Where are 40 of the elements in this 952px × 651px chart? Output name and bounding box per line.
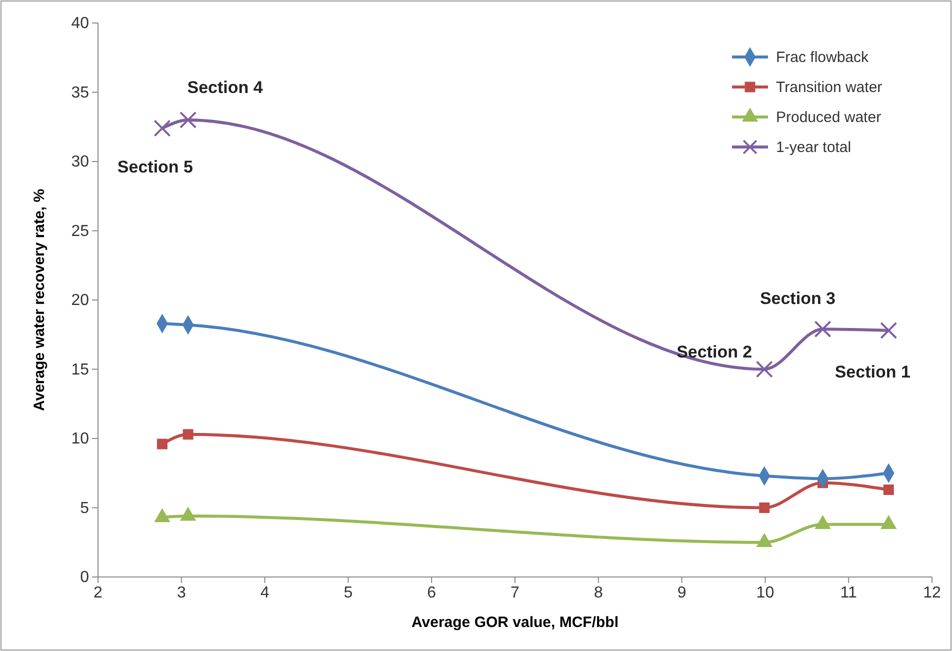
y-tick-label: 15 [71,361,90,378]
annotation: Section 2 [676,342,752,362]
annotation: Section 3 [760,289,836,308]
annotation: Section 4 [187,78,264,97]
x-tick-label: 12 [923,584,941,602]
point [180,111,197,128]
y-tick-label: 5 [80,500,90,517]
y-tick-label: 40 [71,15,90,32]
legend-label: Frac flowback [776,49,870,66]
point [154,120,171,137]
point [759,502,770,513]
y-tick-label: 0 [80,569,90,586]
y-tick-label: 35 [71,84,90,102]
point [814,320,832,338]
x-tick-label: 9 [677,584,686,602]
x-tick-label: 6 [427,584,436,602]
legend-label: Produced water [776,109,882,126]
x-tick-label: 4 [260,584,270,602]
x-tick-label: 2 [94,584,103,602]
legend-label: Transition water [776,79,882,96]
point [880,322,898,340]
y-tick-label: 30 [71,154,90,171]
legend-label: 1-year total [776,139,852,156]
point [182,429,194,440]
y-axis-title: Average water recovery rate, % [31,188,48,412]
y-tick-label: 10 [71,430,90,448]
point [756,360,773,378]
x-tick-label: 11 [840,584,858,602]
x-axis-title: Average GOR value, MCF/bbl [412,614,618,631]
x-tick-label: 7 [510,584,520,602]
y-tick-label: 20 [71,292,90,310]
x-tick-label: 5 [344,584,353,602]
point [156,438,168,450]
x-tick-label: 3 [176,584,186,602]
x-tick-label: 10 [756,584,774,602]
y-tick-label: 25 [71,222,90,240]
annotation: Section 1 [834,362,910,382]
point [883,484,894,495]
x-tick-label: 8 [594,584,603,602]
annotation: Section 5 [117,157,194,176]
